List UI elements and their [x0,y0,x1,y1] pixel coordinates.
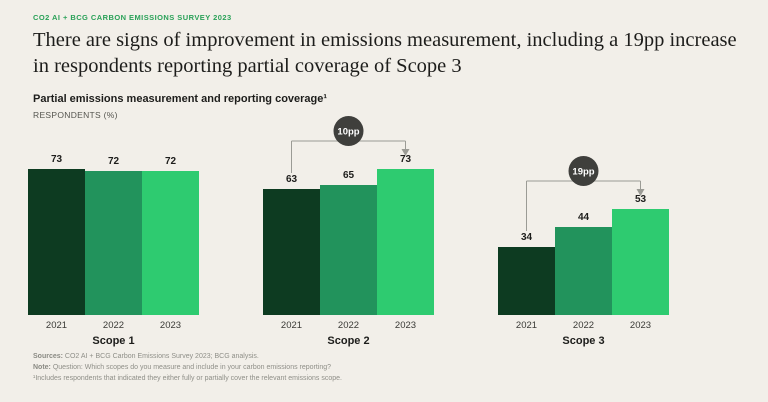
bar-scope1-2021: 73 [28,154,85,315]
bar-scope2-2023: 73 [377,154,434,315]
scope-label: Scope 2 [327,335,370,347]
year-label: 2021 [280,320,303,331]
year-labels: 2021 2022 2023 [28,320,199,331]
footnote-line: ¹Includes respondents that indicated the… [33,374,342,382]
note-label: Note: [33,363,51,371]
chart-subtitle: Partial emissions measurement and report… [33,93,328,105]
bar-value: 65 [342,170,355,181]
bar-value: 73 [50,154,63,165]
bar-value: 63 [285,174,298,185]
plot-area-scope-2: 63 65 73 10pp [263,110,434,315]
year-label: 2023 [394,320,417,331]
sources-label: Sources: [33,353,63,360]
chart-group-scope-2: 63 65 73 10pp 2021 2022 2023 Scope 2 [263,110,434,347]
year-label: 2022 [337,320,360,331]
year-label: 2021 [515,320,538,331]
bar-scope1-2023: 72 [142,156,199,315]
svg-text:19pp: 19pp [572,167,594,178]
year-label: 2023 [629,320,652,331]
bar-scope3-2021: 34 [498,232,555,315]
bar-value: 34 [520,232,533,243]
plot-area-scope-1: 73 72 72 [28,110,199,315]
note-text: Question: Which scopes do you measure an… [52,363,332,371]
year-label: 2022 [102,320,125,331]
bar-value: 44 [577,212,590,223]
svg-text:10pp: 10pp [337,127,359,138]
survey-kicker: CO2 AI + BCG CARBON EMISSIONS SURVEY 202… [33,13,232,22]
bar-scope3-2022: 44 [555,212,612,315]
scope-label: Scope 1 [92,335,135,347]
chart-group-scope-3: 34 44 53 19pp 2021 2022 2023 Scope 3 [498,110,669,347]
bar-chart: 73 72 72 2021 2022 2023 Scope 1 63 65 [28,110,669,347]
unit-label: RESPONDENTS (%) [33,110,118,120]
bar-scope1-2022: 72 [85,156,142,315]
year-label: 2023 [159,320,182,331]
scope-label: Scope 3 [562,335,605,347]
chart-group-scope-1: 73 72 72 2021 2022 2023 Scope 1 [28,110,199,347]
plot-area-scope-3: 34 44 53 19pp [498,110,669,315]
note-line: Note: Question: Which scopes do you meas… [33,363,342,374]
year-labels: 2021 2022 2023 [263,320,434,331]
bar-value: 72 [164,156,177,167]
year-label: 2021 [45,320,68,331]
bar-scope2-2022: 65 [320,170,377,315]
bar-value: 72 [107,156,120,167]
sources-text: CO2 AI + BCG Carbon Emissions Survey 202… [64,353,259,360]
bar-value: 73 [399,154,412,165]
year-labels: 2021 2022 2023 [498,320,669,331]
page-title: There are signs of improvement in emissi… [33,29,737,78]
footer-notes: Sources: CO2 AI + BCG Carbon Emissions S… [33,352,342,385]
bar-scope3-2023: 53 [612,194,669,315]
bar-scope2-2021: 63 [263,174,320,315]
bar-value: 53 [634,194,647,205]
sources-line: Sources: CO2 AI + BCG Carbon Emissions S… [33,352,342,363]
year-label: 2022 [572,320,595,331]
